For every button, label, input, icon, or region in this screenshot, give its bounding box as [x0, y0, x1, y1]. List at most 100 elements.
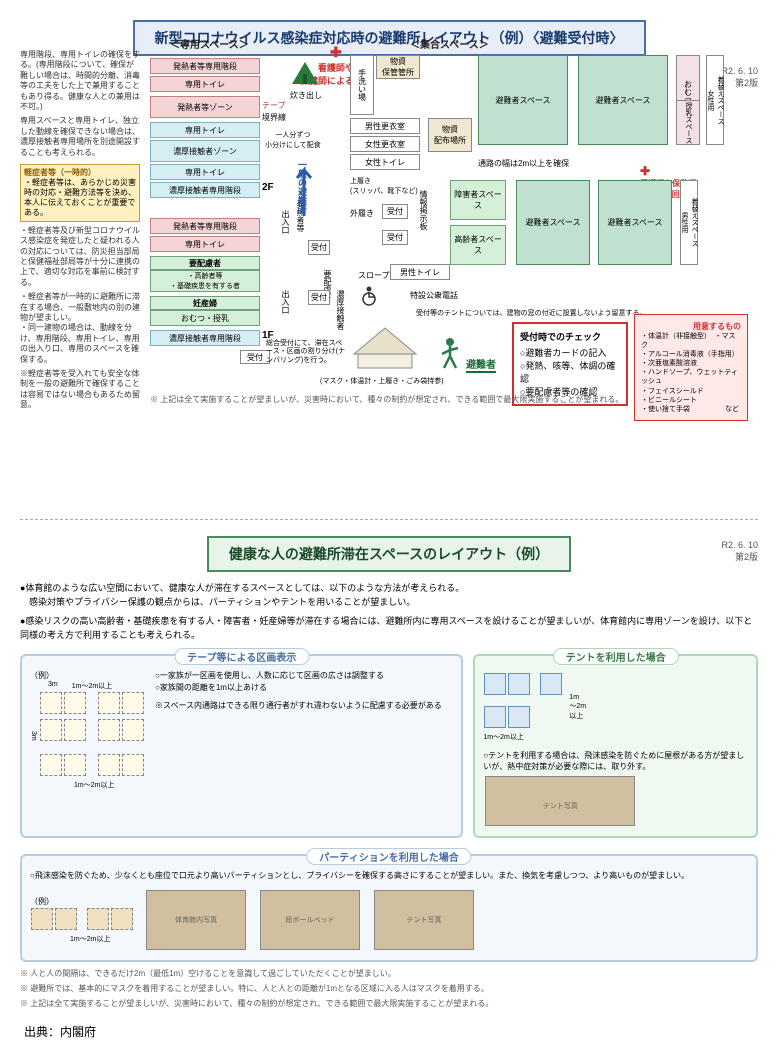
- section-2: 健康な人の避難所滞在スペースのレイアウト（例） R2. 6. 10 第2版 ●体…: [20, 536, 758, 1009]
- part-cell: [55, 908, 77, 930]
- check-item-1: ○避難者カードの記入: [520, 346, 620, 359]
- room-toilet-3: 専用トイレ: [150, 164, 260, 180]
- grid-cell: [40, 719, 62, 741]
- public-phone: 特設公衆電話: [410, 290, 458, 301]
- room-fever-zone: 発熱者等ゾーン: [150, 96, 260, 118]
- changing-m: 着替えスペース 男性用: [680, 180, 698, 265]
- wash-label: 手洗い場: [357, 69, 368, 101]
- check-item-2: ○発熱、咳等、体調の確認: [520, 359, 620, 385]
- cross-icon-2: ✚: [640, 164, 650, 178]
- tape-p2: ○家族間の距離を1m以上あける: [155, 682, 442, 694]
- arrow-icon: [293, 158, 315, 218]
- grid-cell: [98, 754, 120, 776]
- yellow-note-1: 軽症者等（一時的） ・軽症者等は、あらかじめ災害時の対応・避難方法等を決め、本人…: [20, 164, 140, 222]
- bullet-2: ●感染リスクの高い高齢者・基礎疾患を有する人・障害者・妊産婦等が滞在する場合には…: [20, 615, 758, 642]
- note-4: ・軽症者等が一時的に避難所に滞在する場合、一般敷地内の別の建物が望ましい。 ・同…: [20, 292, 140, 365]
- wheelchair-icon: [358, 284, 380, 306]
- section2-title: 健康な人の避難所滞在スペースのレイアウト（例）: [207, 536, 571, 572]
- note-1: 専用階段、専用トイレの確保をする。(専用階段について、確保が難しい場合は、時間的…: [20, 50, 140, 112]
- tape-d2: 1m～2m以上: [72, 681, 112, 691]
- evac-space-2: 避難者スペース: [578, 55, 668, 145]
- tape-label: テープ: [262, 100, 286, 111]
- partition-panel: パーティションを利用した場合 ○飛沫感染を防ぐため、少なくとも座位で口元より高い…: [20, 854, 758, 962]
- male-change: 男性更衣室: [350, 118, 420, 134]
- grid-cell: [98, 692, 120, 714]
- grid-cell: [64, 719, 86, 741]
- part-cell: [31, 908, 53, 930]
- room-contact-stairs-1f: 濃厚接触者専用階段: [150, 330, 260, 346]
- tape-ex-label: （例）: [30, 670, 145, 681]
- grid-cell: [40, 754, 62, 776]
- slope-label: スロープ: [358, 270, 390, 281]
- section2-foot-2: ※ 避難所では、基本的にマスクを着用することが望ましい。特に、人と人との距離が1…: [20, 983, 758, 994]
- room-consideration: 要配慮者: [150, 256, 260, 270]
- entry-label-1: 出入口: [280, 210, 291, 234]
- collective-space-label: ＜集合スペース＞: [410, 36, 489, 51]
- tent-p1: ○テントを利用する場合は、飛沫感染を防ぐために屋根がある方が望ましいが、熱中症対…: [483, 750, 748, 772]
- section-1: 新型コロナウイルス感染症対応時の避難所レイアウト（例）〈避難受付時〉 R2. 6…: [20, 20, 758, 520]
- part-d1: 1m～2m以上: [70, 934, 134, 944]
- reception-tent-icon: [350, 324, 420, 370]
- check-title: 受付時でのチェック: [520, 330, 620, 343]
- tape-panel: テープ等による区画表示 （例） 3m1m～2m以上 3m 1m～2m: [20, 654, 463, 838]
- prep-title: 用意するもの: [641, 321, 741, 332]
- entry-label-2: 出入口: [280, 290, 291, 314]
- tape-p3: ※スペース内通路はできる限り通行者がすれ違わないように配慮する必要がある: [155, 700, 442, 712]
- evac-space-4: 避難者スペース: [598, 180, 672, 265]
- tent-panel-title: テントを利用した場合: [553, 648, 679, 665]
- disabled-space: 障害者スペース: [450, 180, 506, 220]
- tape-d1v: 3m: [30, 731, 37, 741]
- room-fever-stairs-1f: 発熱者等専用階段: [150, 218, 260, 234]
- nursing-label: 授乳スペース: [683, 102, 693, 144]
- reception-box-2: 受付: [308, 290, 330, 305]
- grid-cell: [64, 692, 86, 714]
- changing-m-label: 着替えスペース 男性用: [679, 198, 699, 247]
- floor-2f: 2F: [262, 182, 274, 193]
- elderly-space: 高齢者スペース: [450, 225, 506, 265]
- partition-row: （例） 1m～2m以上 体育館内写真 段ボールベッド テント写真: [30, 888, 748, 952]
- tape-d2b: 1m～2m以上: [74, 780, 145, 790]
- info-board: 情報掲示板: [418, 190, 429, 230]
- partition-photo-2: 段ボールベッド: [260, 890, 360, 950]
- yellow-body-1: ・軽症者等は、あらかじめ災害時の対応・避難方法等を決め、本人に伝えておくことが重…: [24, 178, 136, 218]
- left-notes: 専用階段、専用トイレの確保をする。(専用階段について、確保が難しい場合は、時間的…: [20, 50, 140, 411]
- bullet-1: ●体育館のような広い空間において、健康な人が滞在するスペースとしては、以下のよう…: [20, 582, 758, 609]
- section1-footnote: ※ 上記は全て実施することが望ましいが、災害時において、種々の制約が想定され、で…: [150, 394, 750, 405]
- reception-center: 受付: [382, 204, 408, 219]
- changing-f: 着替えスペース 女性用: [706, 55, 724, 145]
- dist: 物資 配布場所: [428, 118, 472, 152]
- meal-note: 一人分ずつ 小分けにして配食: [265, 130, 321, 150]
- room-pregnant: 妊産婦: [150, 296, 260, 310]
- room-toilet-1: 専用トイレ: [150, 76, 260, 92]
- cooking-label: 炊き出し: [290, 90, 322, 101]
- partition-photo-3: テント写真: [374, 890, 474, 950]
- room-contact-stairs: 濃厚接触者専用階段: [150, 182, 260, 198]
- version-2: 第2版: [735, 552, 758, 562]
- tape-notes: ○一家族が一区画を使用し、人数に応じて区画の広さは調整する ○家族間の距離を1m…: [155, 670, 442, 712]
- yellow-title-1: 軽症者等（一時的）: [24, 168, 136, 178]
- part-cell: [87, 908, 109, 930]
- grid-cell: [122, 719, 144, 741]
- tent-d2: 1m ～2m 以上: [569, 694, 586, 721]
- tent-cell: [508, 706, 530, 728]
- partition-photo-1: 体育館内写真: [146, 890, 246, 950]
- border-label: 境界線: [262, 112, 286, 123]
- date-version-2: R2. 6. 10 第2版: [721, 540, 758, 563]
- date-2: R2. 6. 10: [721, 540, 758, 550]
- room-contact-zone: 濃厚接触者ゾーン: [150, 140, 260, 162]
- reception-center-2: 受付: [382, 230, 408, 245]
- tape-example: （例） 3m1m～2m以上 3m 1m～2m以上: [30, 670, 145, 790]
- contact-flow: 濃厚接触者: [335, 290, 346, 330]
- male-toilet: 男性トイレ: [390, 264, 450, 280]
- tape-p1: ○一家族が一区画を使用し、人数に応じて区画の広さは調整する: [155, 670, 442, 682]
- cross-icon: ✚: [330, 44, 342, 60]
- room-toilet-4: 専用トイレ: [150, 236, 260, 252]
- indoor-shoes: 上履き (スリッパ、靴下など): [350, 176, 418, 196]
- nursing-space: 授乳スペース: [676, 100, 700, 145]
- tent-icon: [290, 60, 320, 90]
- room-consideration-sub: ・高齢者等 ・基礎疾患を有する者: [150, 270, 260, 292]
- room-toilet-2: 専用トイレ: [150, 122, 260, 138]
- tent-panel: テントを利用した場合 1m～2m以上 1m ～2m 以上 ○テントを利用する場合…: [473, 654, 758, 838]
- part-cell: [111, 908, 133, 930]
- evac-space-1: 避難者スペース: [478, 55, 568, 145]
